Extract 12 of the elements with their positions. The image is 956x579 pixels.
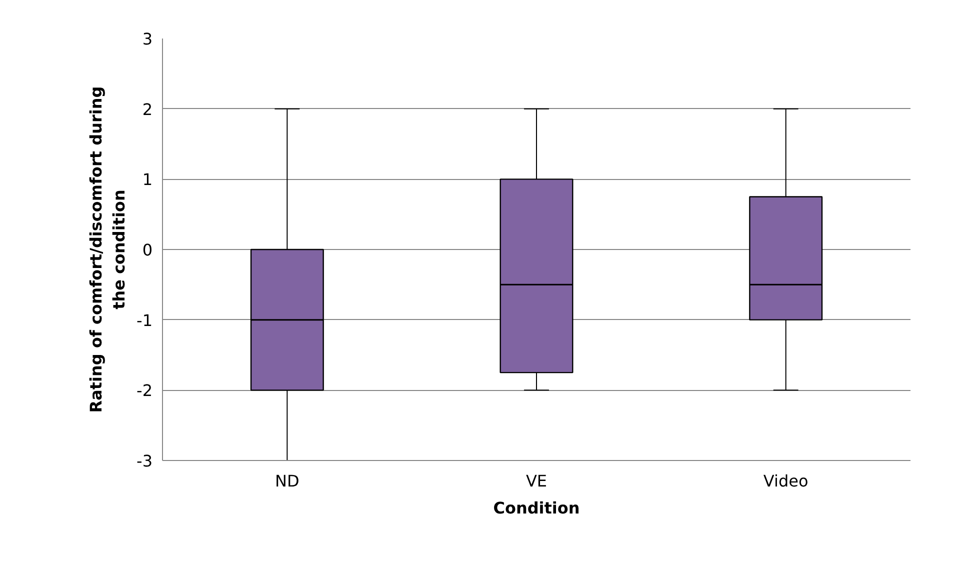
x-tick-label: ND <box>275 472 300 490</box>
x-axis-title: Condition <box>493 498 580 518</box>
y-tick-label: 2 <box>142 100 153 119</box>
y-tick-label: -1 <box>136 310 152 330</box>
x-tick-label: Video <box>763 472 808 490</box>
y-tick-label: 0 <box>142 240 153 260</box>
x-tick-label: VE <box>526 472 548 490</box>
y-axis-title: Rating of comfort/discomfort during the condition <box>86 86 129 413</box>
y-tick-label: -2 <box>136 381 152 400</box>
y-tick-label: 1 <box>142 170 153 190</box>
y-tick-label: 3 <box>142 30 153 48</box>
y-tick-label: -3 <box>136 452 152 470</box>
